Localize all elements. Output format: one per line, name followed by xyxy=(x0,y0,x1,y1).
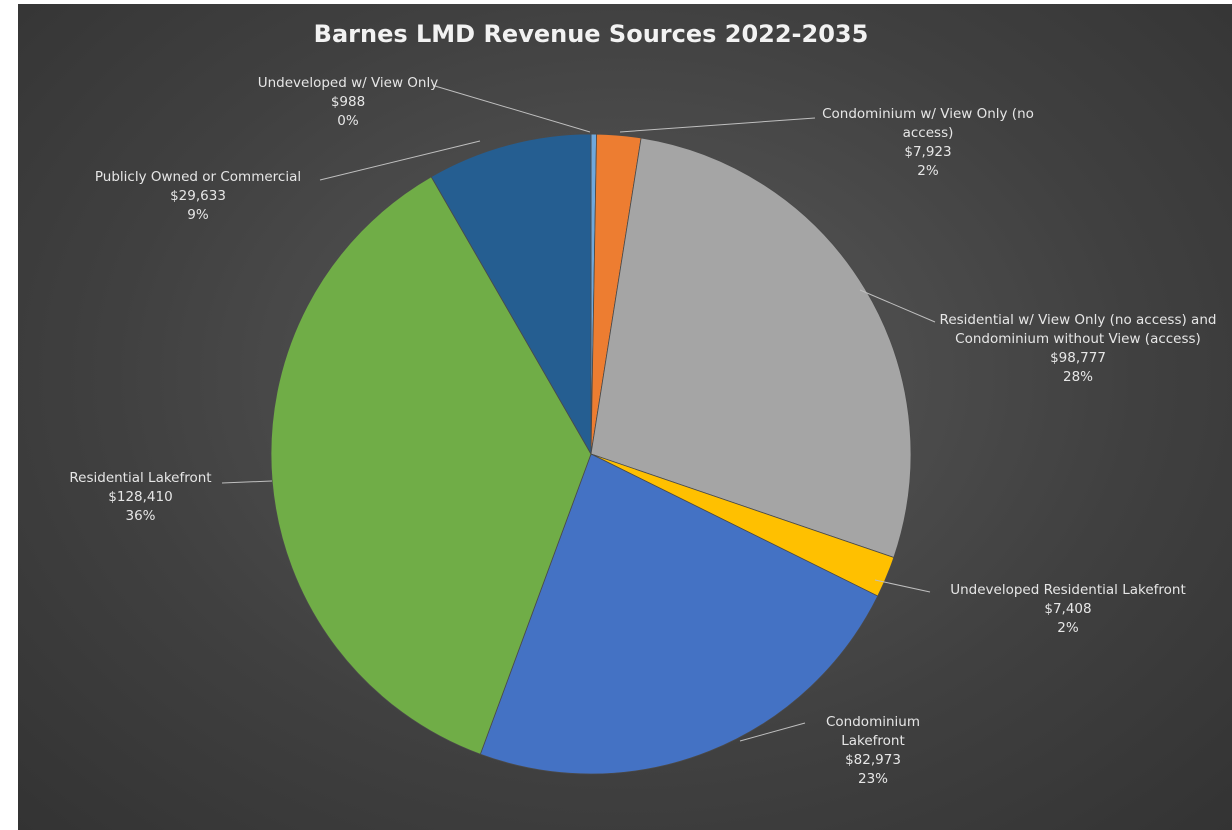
leader-line xyxy=(859,289,936,323)
leader-line xyxy=(874,579,931,593)
label-value: $98,777 xyxy=(1050,350,1106,366)
label-percent: 36% xyxy=(125,508,156,524)
leader-line xyxy=(434,85,591,133)
data-label: Publicly Owned or Commercial $29,633 9% xyxy=(83,168,313,225)
label-name: Publicly Owned or Commercial xyxy=(94,169,302,185)
label-name: Undeveloped w/ View Only xyxy=(257,75,439,91)
label-value: $7,923 xyxy=(904,144,952,160)
data-label: Undeveloped w/ View Only $988 0% xyxy=(228,74,468,131)
label-percent: 28% xyxy=(1062,369,1093,385)
chart-svg: Barnes LMD Revenue Sources 2022-2035 xyxy=(221,20,936,775)
leader-line xyxy=(221,480,273,484)
label-name: Residential w/ View Only (no access) and… xyxy=(939,312,1217,347)
data-label: Condominium w/ View Only (no access) $7,9… xyxy=(808,105,1048,181)
label-percent: 2% xyxy=(1057,620,1079,636)
label-percent: 9% xyxy=(187,207,209,223)
chart: Barnes LMD Revenue Sources 2022-2035 Und… xyxy=(18,4,1232,830)
leader-line xyxy=(619,117,816,133)
pie-slice xyxy=(590,137,912,558)
label-name: Condominium Lakefront xyxy=(826,714,920,749)
label-value: $128,410 xyxy=(108,489,173,505)
pie-slice xyxy=(430,133,592,456)
label-value: $7,408 xyxy=(1044,601,1092,617)
label-percent: 23% xyxy=(857,771,888,787)
label-value: $82,973 xyxy=(845,752,901,768)
data-label: Condominium Lakefront $82,973 23% xyxy=(798,713,948,789)
label-name: Residential Lakefront xyxy=(69,470,212,486)
pie-slice xyxy=(270,176,592,755)
label-value: $29,633 xyxy=(170,188,226,204)
label-percent: 0% xyxy=(337,113,359,129)
data-label: Undeveloped Residential Lakefront $7,408 2… xyxy=(923,581,1213,638)
data-label: Residential w/ View Only (no access) and… xyxy=(923,311,1232,387)
leader-line xyxy=(319,140,481,181)
label-name: Undeveloped Residential Lakefront xyxy=(950,582,1186,598)
label-name: Condominium w/ View Only (no access) xyxy=(822,106,1034,141)
leader-line xyxy=(739,722,806,742)
label-value: $988 xyxy=(330,94,366,110)
label-percent: 2% xyxy=(917,163,939,179)
pie-slice xyxy=(479,453,879,775)
chart-title: Barnes LMD Revenue Sources 2022-2035 xyxy=(314,20,869,48)
data-label: Residential Lakefront $128,410 36% xyxy=(58,469,223,526)
